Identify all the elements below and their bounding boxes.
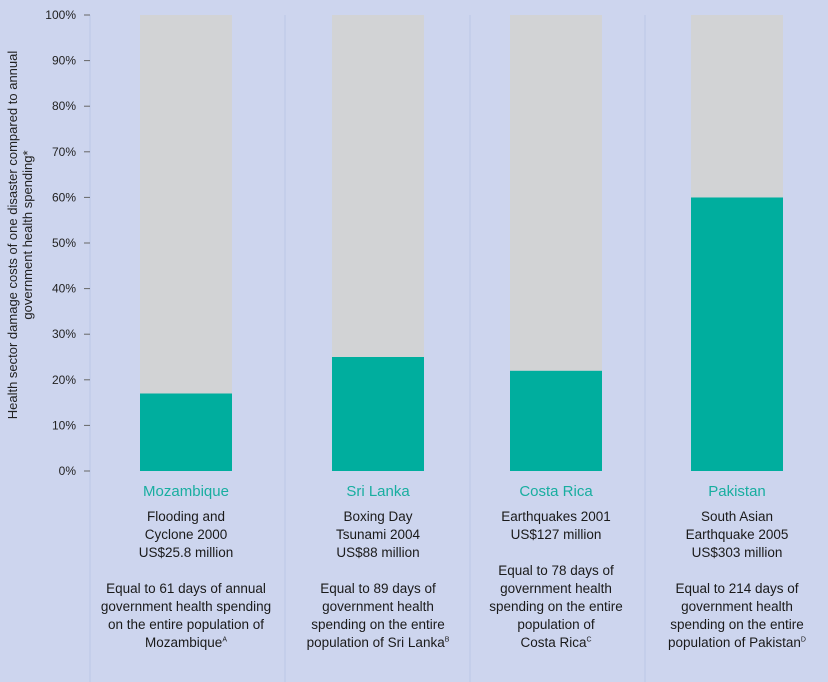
category-label: Mozambique <box>143 483 229 500</box>
y-tick-label: 30% <box>52 327 76 341</box>
category-column: Mozambique Flooding and Cyclone 2000 US$25.… <box>91 482 281 652</box>
bar-remainder-sri-lanka <box>332 15 424 357</box>
bar-sri-lanka <box>332 357 424 471</box>
y-tick-label: 60% <box>52 190 76 204</box>
event-description: South Asian Earthquake 2005 US$303 million <box>685 509 789 560</box>
bar-costa-rica <box>510 370 602 471</box>
footnote-marker: B <box>444 636 450 644</box>
event-description: Flooding and Cyclone 2000 US$25.8 million <box>138 509 234 560</box>
spending-note: Equal to 78 days of government health spen… <box>489 563 623 650</box>
y-tick-label: 40% <box>52 282 76 296</box>
bar-mozambique <box>140 393 232 471</box>
category-column: Costa Rica Earthquakes 2001 US$127 million… <box>461 482 651 652</box>
y-tick-label: 0% <box>59 464 77 478</box>
y-tick-label: 10% <box>52 418 76 432</box>
bar-remainder-costa-rica <box>510 15 602 371</box>
spending-note: Equal to 89 days of government health spen… <box>306 581 450 650</box>
category-column: Sri Lanka Boxing Day Tsunami 2004 US$88 mil… <box>283 482 473 652</box>
spending-note: Equal to 214 days of government health spe… <box>668 581 806 650</box>
event-description: Boxing Day Tsunami 2004 US$88 million <box>335 509 421 560</box>
category-label: Sri Lanka <box>346 483 410 500</box>
y-tick-label: 100% <box>45 8 76 22</box>
category-column: Pakistan South Asian Earthquake 2005 US$303… <box>642 482 828 652</box>
footnote-marker: C <box>586 636 592 644</box>
bar-pakistan <box>691 197 783 471</box>
spending-note: Equal to 61 days of annual government hea… <box>100 581 272 650</box>
y-tick-label: 70% <box>52 145 76 159</box>
bar-remainder-mozambique <box>140 15 232 394</box>
bar-remainder-pakistan <box>691 15 783 198</box>
event-description: Earthquakes 2001 US$127 million <box>501 509 611 542</box>
footnote-marker: D <box>800 636 806 644</box>
footnote-marker: A <box>222 636 227 644</box>
y-tick-label: 20% <box>52 373 76 387</box>
y-tick-label: 50% <box>52 236 76 250</box>
y-tick-label: 90% <box>52 54 76 68</box>
category-label: Pakistan <box>708 483 766 500</box>
y-tick-label: 80% <box>52 99 76 113</box>
category-label: Costa Rica <box>519 483 593 500</box>
y-axis-label: Health sector damage costs of one disast… <box>5 50 35 420</box>
